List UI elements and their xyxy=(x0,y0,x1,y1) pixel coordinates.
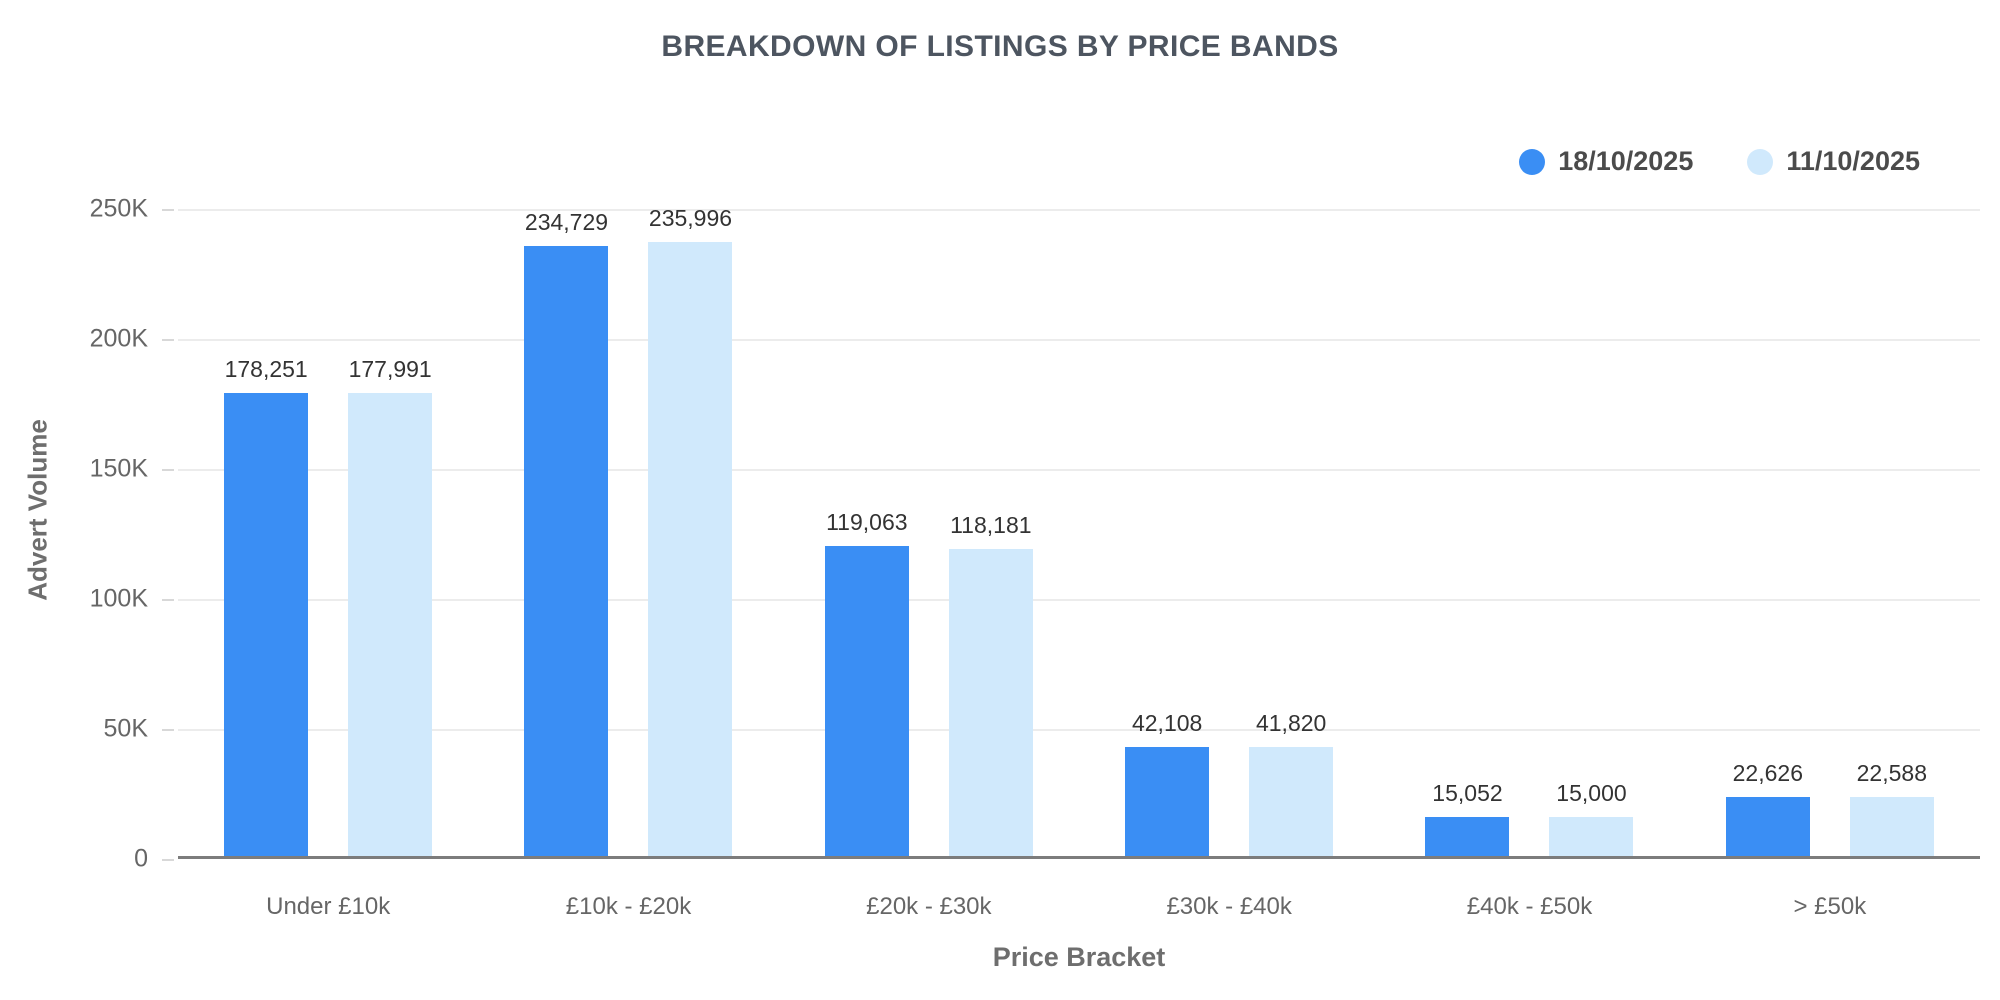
bar-value-label: 41,820 xyxy=(1255,710,1327,736)
chart-title: BREAKDOWN OF LISTINGS BY PRICE BANDS xyxy=(661,30,1339,63)
legend-dot-series-2-icon xyxy=(1747,148,1774,175)
bar-value-label: 177,991 xyxy=(348,356,432,382)
bar-18/10/2025-Under £10k[interactable]: 178,251 xyxy=(224,356,309,856)
gridline-250K xyxy=(178,209,1980,211)
gridline-100K xyxy=(178,599,1980,601)
y-axis-tick-labels: 250K 200K 150K 100K 50K 0 xyxy=(0,195,148,873)
bar-value-label: 234,729 xyxy=(524,209,609,235)
bar-18/10/2025-£20k - £30k[interactable]: 119,063 xyxy=(824,509,909,856)
plot-area: 178,251 177,991 234,729 235,996 119,063 118,1… xyxy=(162,205,1980,861)
bar-group-3: 119,063 118,181 xyxy=(779,209,1079,856)
y-tick-mark-150K xyxy=(162,469,174,471)
bar-18/10/2025-> £50k[interactable]: 22,626 xyxy=(1725,760,1810,856)
legend-item-series-2[interactable]: 11/10/2025 xyxy=(1747,146,1920,177)
legend: 18/10/2025 11/10/2025 xyxy=(1519,146,1920,177)
x-category-label-6: > £50k xyxy=(1793,893,1867,920)
bar-18/10/2025-£40k - £50k[interactable]: 15,052 xyxy=(1425,780,1510,856)
bar-value-label: 15,000 xyxy=(1556,780,1627,806)
bar-11/10/2025-£30k - £40k[interactable]: 41,820 xyxy=(1249,710,1334,856)
gridline-200K xyxy=(178,339,1980,341)
y-tick-label-150K: 150K xyxy=(89,454,148,483)
legend-label-series-1: 18/10/2025 xyxy=(1558,146,1694,176)
y-tick-mark-50K xyxy=(162,729,174,731)
bar-group-4: 42,108 41,820 xyxy=(1079,209,1379,856)
x-category-label-4: £30k - £40k xyxy=(1166,893,1292,920)
bar-11/10/2025-> £50k[interactable]: 22,588 xyxy=(1849,760,1934,856)
bar-group-6: 22,626 22,588 xyxy=(1680,209,1980,856)
y-tick-label-200K: 200K xyxy=(89,324,148,353)
legend-item-series-1[interactable]: 18/10/2025 xyxy=(1519,146,1693,177)
bar-value-label: 42,108 xyxy=(1131,710,1203,736)
bar-value-label: 118,181 xyxy=(950,512,1032,538)
bar-11/10/2025-£10k - £20k[interactable]: 235,996 xyxy=(648,205,733,856)
y-tick-mark-200K xyxy=(162,339,174,341)
y-tick-mark-100K xyxy=(162,599,174,601)
bar-value-label: 15,052 xyxy=(1432,780,1503,806)
x-category-label-1: Under £10k xyxy=(266,893,391,920)
x-axis-title: Price Bracket xyxy=(992,942,1166,972)
y-tick-label-0: 0 xyxy=(134,844,148,873)
bar-18/10/2025-£10k - £20k[interactable]: 234,729 xyxy=(524,209,609,856)
y-tick-label-100K: 100K xyxy=(89,584,148,613)
legend-dot-series-1-icon xyxy=(1519,148,1546,175)
gridline-50K xyxy=(178,729,1980,731)
bar-11/10/2025-Under £10k[interactable]: 177,991 xyxy=(348,356,433,856)
bar-11/10/2025-£20k - £30k[interactable]: 118,181 xyxy=(948,512,1033,856)
y-tick-mark-0 xyxy=(162,859,174,861)
bar-group-5: 15,052 15,000 xyxy=(1379,209,1679,856)
y-tick-mark-250K xyxy=(162,209,174,211)
bar-group-2: 234,729 235,996 xyxy=(478,205,778,856)
bar-value-label: 119,063 xyxy=(826,509,908,535)
bar-18/10/2025-£30k - £40k[interactable]: 42,108 xyxy=(1125,710,1210,856)
bar-group-1: 178,251 177,991 xyxy=(178,209,478,856)
bar-11/10/2025-£40k - £50k[interactable]: 15,000 xyxy=(1549,780,1634,856)
y-tick-label-50K: 50K xyxy=(103,714,148,743)
bar-value-label: 22,626 xyxy=(1732,760,1803,786)
y-tick-label-250K: 250K xyxy=(89,194,148,223)
bar-value-label: 235,996 xyxy=(648,205,733,231)
x-category-label-2: £10k - £20k xyxy=(565,893,692,920)
bar-value-label: 178,251 xyxy=(224,356,308,382)
gridline-150K xyxy=(178,469,1980,471)
x-category-label-3: £20k - £30k xyxy=(866,893,992,920)
bar-value-label: 22,588 xyxy=(1856,760,1927,786)
x-category-label-5: £40k - £50k xyxy=(1466,893,1593,920)
legend-label-series-2: 11/10/2025 xyxy=(1786,146,1920,176)
